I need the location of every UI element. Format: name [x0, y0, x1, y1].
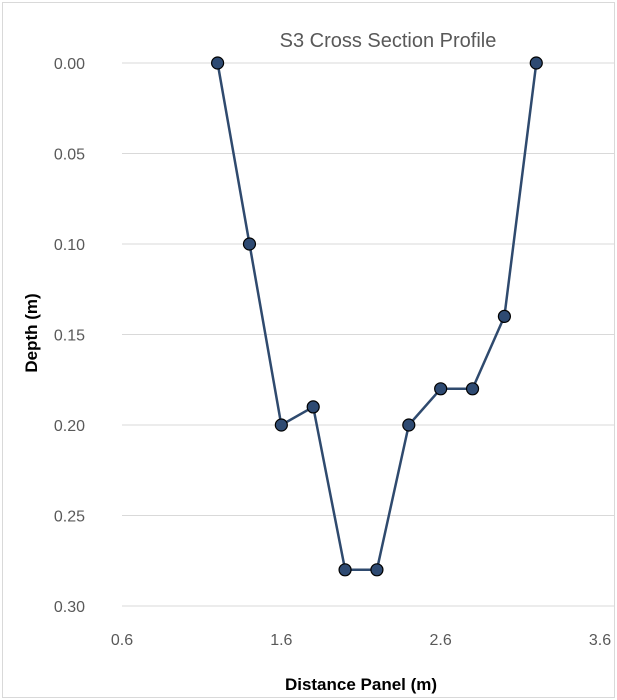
x-axis-title: Distance Panel (m) [285, 675, 437, 694]
data-point [402, 418, 416, 432]
chart-title: S3 Cross Section Profile [280, 30, 497, 52]
y-tick-label: 0.10 [54, 237, 85, 254]
y-tick-label: 0.15 [54, 328, 85, 345]
data-series [211, 56, 543, 577]
data-point [434, 382, 448, 396]
x-tick-label: 0.6 [111, 632, 133, 649]
y-tick-labels: 0.00 0.05 0.10 0.15 0.20 0.25 0.30 [54, 56, 85, 616]
y-tick-label: 0.30 [54, 599, 85, 616]
y-tick-label: 0.00 [54, 56, 85, 73]
x-tick-label: 1.6 [270, 632, 292, 649]
data-point [306, 400, 320, 414]
y-tick-label: 0.25 [54, 509, 85, 526]
y-tick-label: 0.05 [54, 147, 85, 164]
series-line [216, 62, 538, 572]
data-point [211, 56, 225, 70]
data-point [242, 237, 257, 251]
x-tick-labels: 0.6 1.6 2.6 3.6 [111, 632, 611, 649]
x-tick-label: 2.6 [430, 632, 452, 649]
y-axis-title: Depth (m) [22, 293, 41, 372]
data-point [465, 382, 480, 396]
data-point [529, 56, 543, 70]
data-point [370, 563, 384, 577]
data-point [497, 309, 511, 323]
gridlines [122, 62, 614, 607]
data-point [274, 418, 288, 432]
x-tick-label: 3.6 [589, 632, 611, 649]
y-tick-label: 0.20 [54, 418, 85, 435]
data-point [338, 563, 352, 577]
